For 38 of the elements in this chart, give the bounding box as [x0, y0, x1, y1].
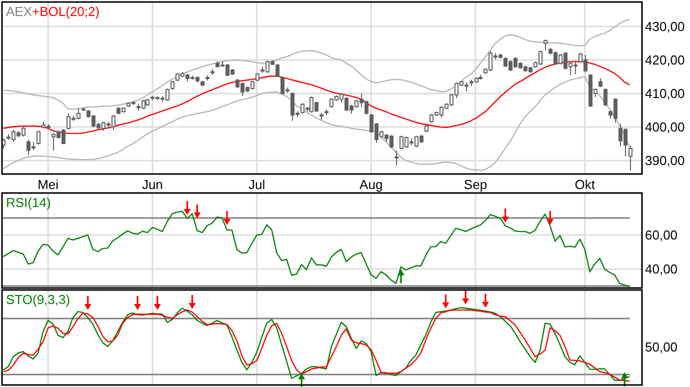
y-tick-label: 390,00	[645, 153, 685, 168]
line-series	[2, 76, 630, 171]
x-tick-label: Okt	[574, 177, 596, 192]
candlestick	[424, 123, 428, 133]
x-tick-label: Jun	[142, 177, 163, 192]
candlestick	[394, 150, 398, 166]
y-tick-label: 60,00	[645, 228, 678, 243]
candlestick	[544, 39, 548, 52]
text: 50,00	[645, 340, 678, 355]
text: RSI(14)	[6, 195, 51, 210]
y-tick-label: 430,00	[645, 19, 685, 34]
text: +BOL(20;2)	[32, 4, 100, 19]
candlestick	[170, 80, 174, 90]
candlestick	[200, 80, 204, 87]
candlestick	[324, 108, 328, 116]
series-label: STO(9,3,3)	[6, 292, 70, 307]
line-series	[2, 210, 630, 288]
candlestick	[206, 74, 210, 81]
x-tick-label: Jul	[248, 177, 266, 192]
candlestick	[210, 68, 214, 76]
x-tick-label: Sep	[464, 177, 488, 192]
line-series	[2, 18, 630, 110]
candlestick	[478, 74, 482, 80]
x-tick-label: Aug	[360, 177, 383, 192]
y-tick-label: 400,00	[645, 120, 685, 135]
candlestick	[256, 72, 260, 82]
candlestick	[604, 88, 608, 106]
candlestick	[628, 145, 632, 172]
y-tick-label: 40,00	[645, 262, 678, 277]
candlestick	[598, 78, 602, 88]
chart-title: AEX	[6, 4, 32, 19]
candlestick	[146, 98, 150, 106]
line-series	[2, 61, 630, 134]
candlestick	[36, 130, 40, 145]
candlestick	[320, 112, 324, 120]
x-tick-label: Mei	[38, 177, 59, 192]
y-tick-label: 410,00	[645, 86, 685, 102]
y-tick-label: 420,00	[645, 52, 685, 68]
